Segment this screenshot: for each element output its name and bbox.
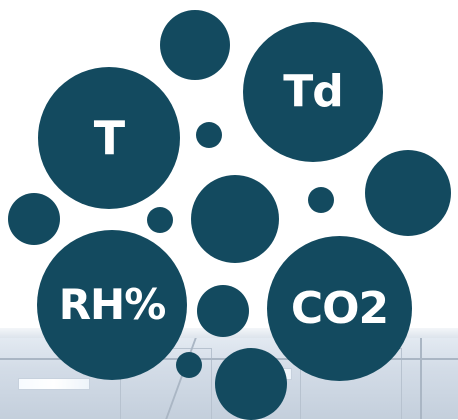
dew-point-label: Td	[283, 66, 344, 117]
carbon-dioxide-bubble: CO2	[267, 236, 412, 381]
decorative-bubble	[191, 175, 279, 263]
decorative-bubble	[308, 187, 334, 213]
temperature-bubble: T	[38, 67, 180, 209]
carbon-dioxide-label: CO2	[290, 282, 389, 334]
decorative-bubble	[160, 10, 230, 80]
relative-humidity-bubble: RH%	[37, 230, 187, 380]
decorative-bubble	[8, 193, 60, 245]
decorative-bubble	[147, 207, 173, 233]
ceiling-rail	[420, 338, 422, 419]
decorative-bubble	[215, 348, 287, 420]
temperature-label: T	[93, 111, 125, 165]
decorative-bubble	[197, 285, 249, 337]
dew-point-bubble: Td	[243, 22, 383, 162]
decorative-bubble	[196, 122, 222, 148]
relative-humidity-label: RH%	[58, 280, 167, 329]
ceiling-light	[18, 378, 90, 390]
decorative-bubble	[365, 150, 451, 236]
decorative-bubble	[176, 352, 202, 378]
